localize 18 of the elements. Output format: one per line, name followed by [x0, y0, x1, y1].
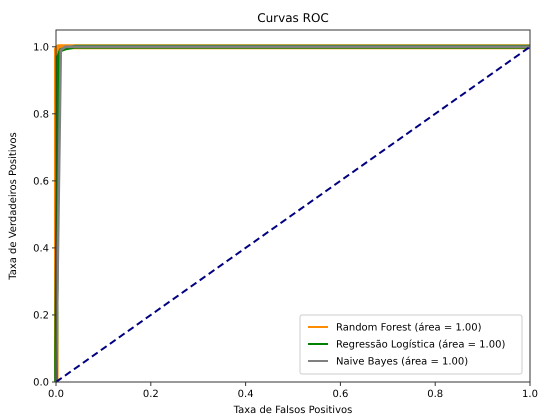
- x-tick-label: 0.6: [332, 389, 348, 400]
- x-tick-label: 0.0: [48, 389, 64, 400]
- x-tick-label: 0.2: [142, 389, 159, 400]
- y-tick-label: 0.2: [33, 310, 49, 322]
- y-tick-label: 1.0: [33, 42, 49, 54]
- legend-label: Naive Bayes (área = 1.00): [336, 356, 468, 368]
- y-tick-label: 0.4: [33, 243, 49, 254]
- x-tick-label: 0.4: [238, 389, 254, 400]
- legend-label: Random Forest (área = 1.00): [336, 322, 482, 334]
- x-axis-title: Taxa de Falsos Positivos: [232, 405, 352, 416]
- y-tick-label: 0.0: [33, 378, 49, 388]
- y-tick-label: 0.6: [33, 176, 49, 188]
- x-tick-label: 0.8: [427, 389, 444, 400]
- x-tick-label: 1.0: [522, 389, 538, 400]
- chart-title: Curvas ROC: [257, 11, 329, 25]
- y-axis-title: Taxa de Verdadeiros Positivos: [8, 132, 19, 281]
- legend-label: Regressão Logística (área = 1.00): [336, 340, 506, 350]
- y-tick-label: 0.8: [33, 109, 49, 120]
